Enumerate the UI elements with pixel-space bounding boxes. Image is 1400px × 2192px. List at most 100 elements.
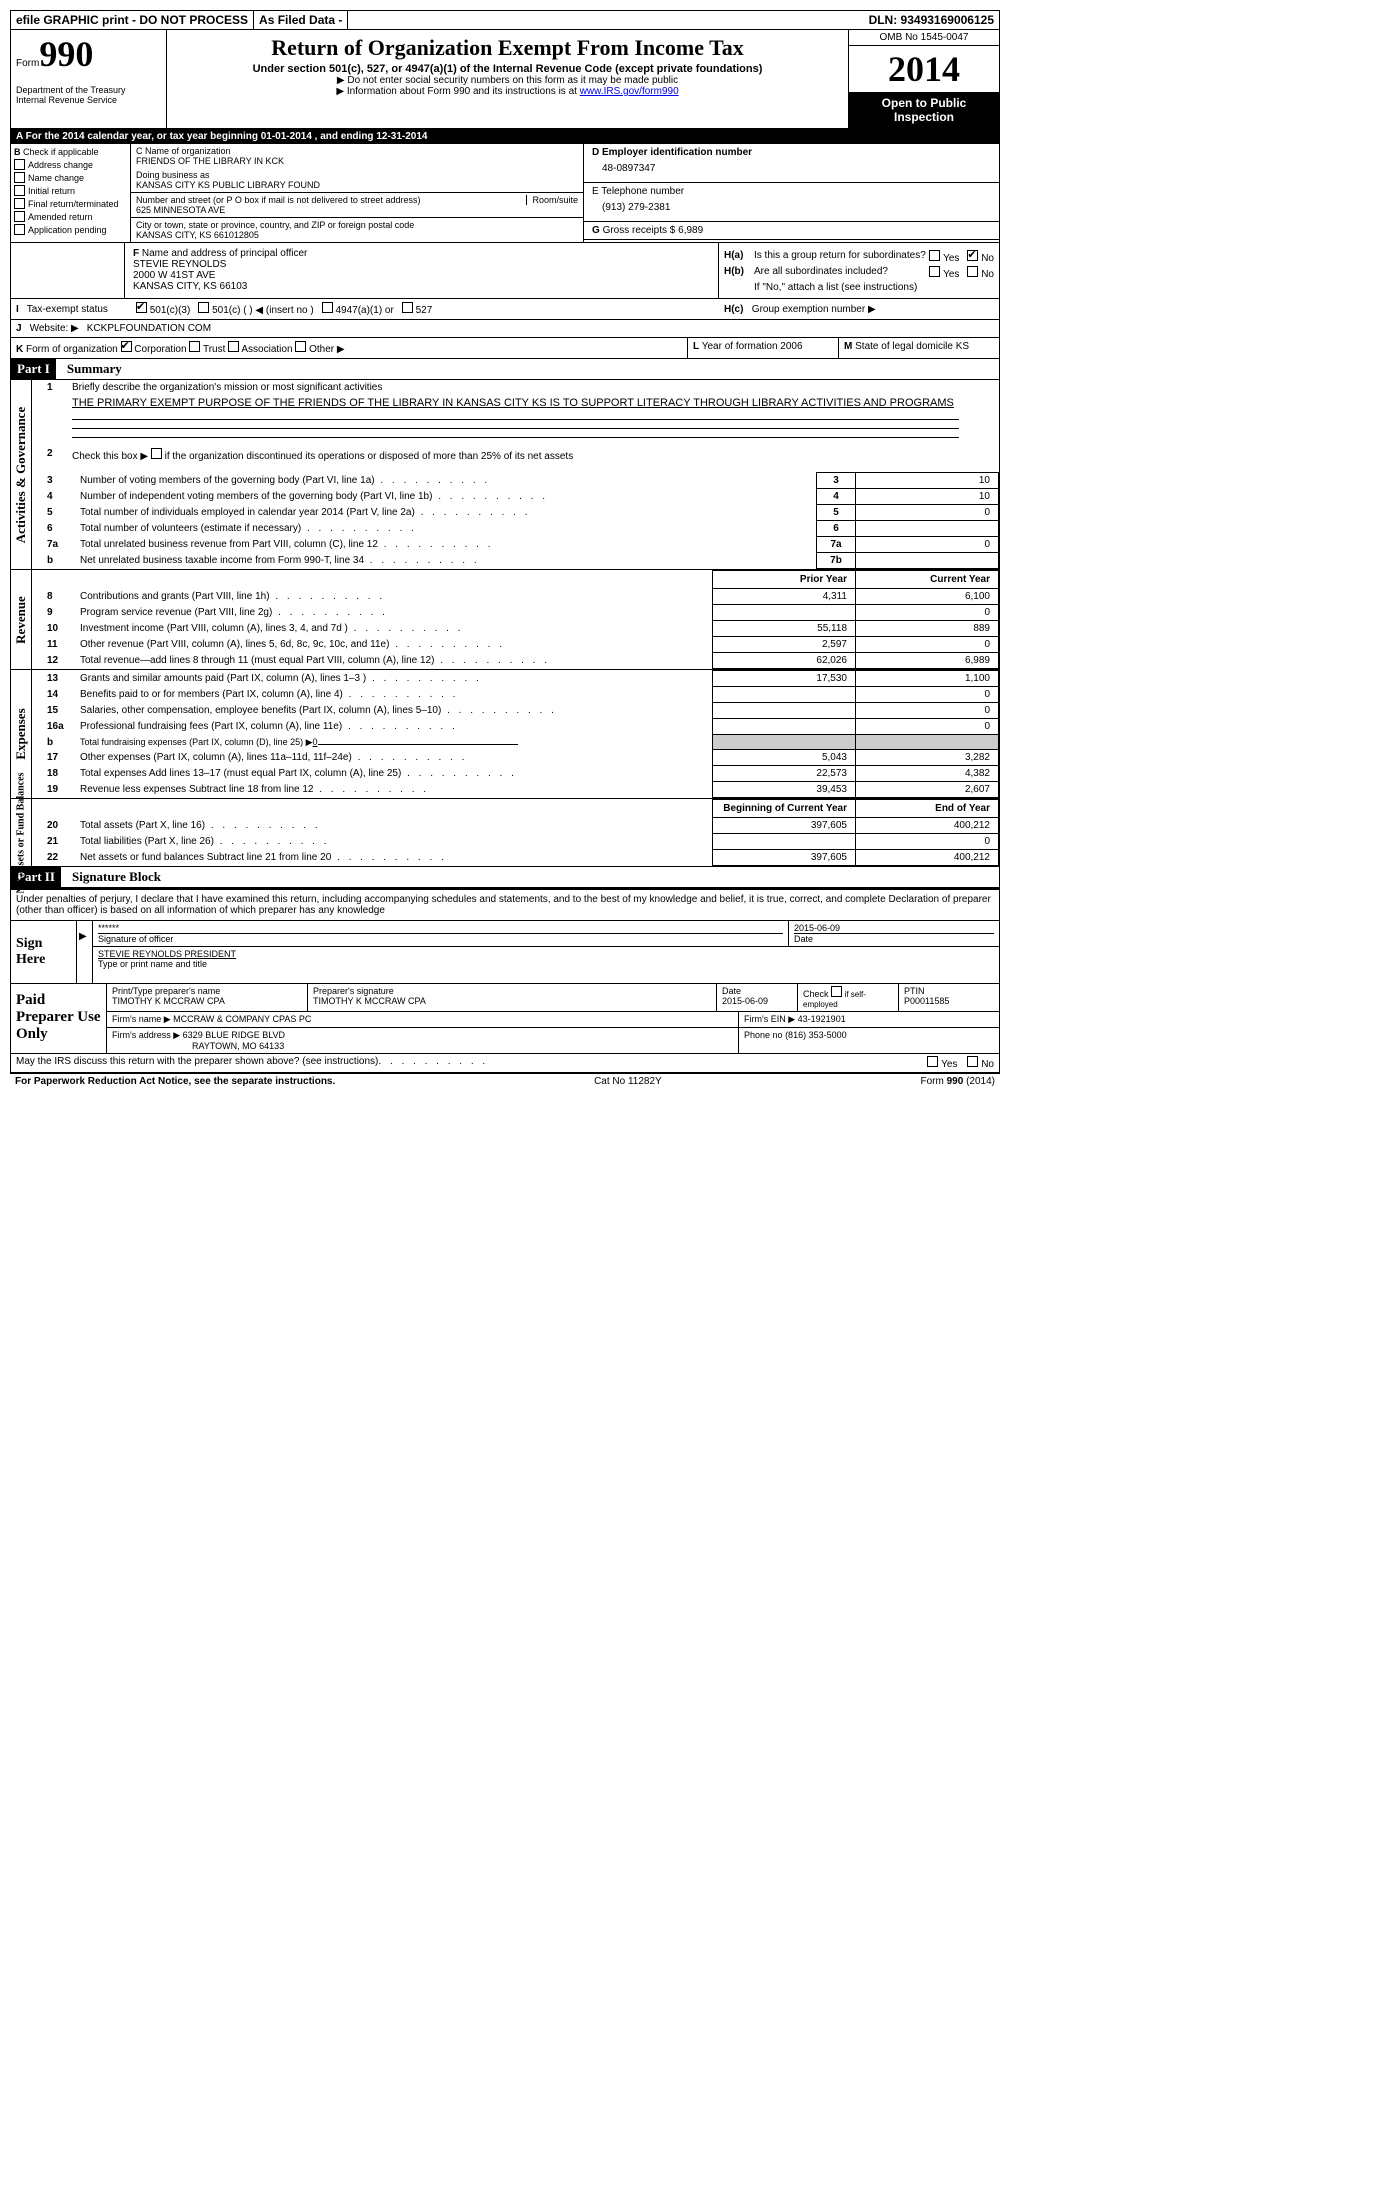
self-employed-checkbox[interactable] (831, 986, 842, 997)
activities-label: Activities & Governance (11, 380, 32, 569)
i-text: Tax-exempt status (27, 304, 108, 315)
firm-phone-label: Phone no (744, 1030, 783, 1040)
address-change-checkbox[interactable] (14, 159, 25, 170)
527-checkbox[interactable] (402, 302, 413, 313)
corp-checkbox[interactable] (121, 341, 132, 352)
amended-return-checkbox[interactable] (14, 211, 25, 222)
c-label: C Name of organization (136, 146, 578, 156)
sign-arrow-icon (77, 921, 93, 983)
part-i-header-row: Part I Summary (10, 359, 1000, 380)
p19: 39,453 (713, 782, 856, 798)
cat-no: Cat No 11282Y (594, 1076, 662, 1087)
line4: Number of independent voting members of … (80, 491, 432, 502)
form-subtitle: Under section 501(c), 527, or 4947(a)(1)… (175, 63, 840, 75)
v4: 10 (856, 489, 999, 505)
initial-return-checkbox[interactable] (14, 185, 25, 196)
line22: Net assets or fund balances Subtract lin… (80, 852, 331, 863)
part-i-header: Part I (11, 359, 56, 379)
j-label: J (16, 323, 22, 334)
v5: 0 (856, 505, 999, 521)
assoc-checkbox[interactable] (228, 341, 239, 352)
line5: Total number of individuals employed in … (80, 507, 415, 518)
note2-prefix: ▶ Information about Form 990 and its ins… (336, 86, 579, 97)
col-right: D Employer identification number 48-0897… (584, 144, 999, 242)
other-checkbox[interactable] (295, 341, 306, 352)
501c-label: 501(c) ( ) ◀ (insert no ) (212, 305, 314, 316)
officer-addr2: KANSAS CITY, KS 66103 (133, 281, 710, 292)
line17: Other expenses (Part IX, column (A), lin… (80, 752, 352, 763)
line20: Total assets (Part X, line 16) (80, 820, 205, 831)
col-c: C Name of organization FRIENDS OF THE LI… (131, 144, 584, 242)
discuss-no-checkbox[interactable] (967, 1056, 978, 1067)
current-year-header: Current Year (856, 571, 999, 589)
asfiled-label: As Filed Data - (254, 11, 348, 29)
dln-label: DLN: 93493169006125 (864, 11, 999, 29)
address-change-label: Address change (28, 160, 93, 170)
firm-addr1: 6329 BLUE RIDGE BLVD (183, 1030, 285, 1040)
amended-return-label: Amended return (28, 212, 93, 222)
hb-yes-checkbox[interactable] (929, 266, 940, 277)
firm-ein-label: Firm's EIN ▶ (744, 1014, 795, 1024)
line2-checkbox[interactable] (151, 448, 162, 459)
discuss-no: No (981, 1059, 994, 1070)
prep-check-label: Check (803, 989, 829, 999)
firm-addr2: RAYTOWN, MO 64133 (112, 1041, 733, 1051)
officer-addr1: 2000 W 41ST AVE (133, 270, 710, 281)
4947-checkbox[interactable] (322, 302, 333, 313)
p9 (713, 605, 856, 621)
final-return-checkbox[interactable] (14, 198, 25, 209)
f-label: F (133, 248, 139, 259)
end-year-header: End of Year (856, 800, 999, 818)
no-label: No (981, 253, 994, 264)
line10: Investment income (Part VIII, column (A)… (80, 623, 348, 634)
row-i: I Tax-exempt status 501(c)(3) 501(c) ( )… (11, 298, 999, 319)
hb-no-checkbox[interactable] (967, 266, 978, 277)
discuss-row: May the IRS discuss this return with the… (10, 1054, 1000, 1073)
name-change-checkbox[interactable] (14, 172, 25, 183)
trust-checkbox[interactable] (189, 341, 200, 352)
line12: Total revenue—add lines 8 through 11 (mu… (80, 655, 434, 666)
c20: 400,212 (856, 818, 999, 834)
m-label: M (844, 341, 852, 352)
501c-checkbox[interactable] (198, 302, 209, 313)
line11: Other revenue (Part VIII, column (A), li… (80, 639, 389, 650)
c15: 0 (856, 703, 999, 719)
g-text: Gross receipts $ 6,989 (603, 225, 704, 236)
e-label: E Telephone number (592, 186, 684, 197)
line6: Total number of volunteers (estimate if … (80, 523, 301, 534)
4947-label: 4947(a)(1) or (335, 305, 393, 316)
b-label: B (14, 147, 21, 157)
form-title: Return of Organization Exempt From Incom… (175, 35, 840, 61)
ha-no-checkbox[interactable] (967, 250, 978, 261)
revenue-section: Revenue Prior YearCurrent Year 8Contribu… (10, 570, 1000, 670)
c19: 2,607 (856, 782, 999, 798)
website-value: KCKPLFOUNDATION COM (87, 323, 211, 334)
prep-sig-label: Preparer's signature (313, 986, 711, 996)
p22: 397,605 (713, 850, 856, 866)
sign-name-value: STEVIE REYNOLDS PRESIDENT (98, 949, 994, 959)
app-pending-checkbox[interactable] (14, 224, 25, 235)
p14 (713, 687, 856, 703)
preparer-section: Paid Preparer Use Only Print/Type prepar… (10, 984, 1000, 1054)
revenue-label: Revenue (11, 570, 32, 669)
row-a: A For the 2014 calendar year, or tax yea… (11, 129, 999, 144)
irs-link[interactable]: www.IRS.gov/form990 (580, 86, 679, 97)
sig-stars: ****** (98, 923, 783, 933)
c8: 6,100 (856, 589, 999, 605)
sign-here-label: Sign Here (11, 921, 77, 983)
officer-name: STEVIE REYNOLDS (133, 259, 710, 270)
prep-print-label: Print/Type preparer's name (112, 986, 302, 996)
ha-yes-checkbox[interactable] (929, 250, 940, 261)
p15 (713, 703, 856, 719)
501c3-checkbox[interactable] (136, 302, 147, 313)
app-pending-label: Application pending (28, 225, 107, 235)
c9: 0 (856, 605, 999, 621)
paperwork-notice: For Paperwork Reduction Act Notice, see … (15, 1076, 335, 1087)
org-name: FRIENDS OF THE LIBRARY IN KCK (136, 156, 578, 166)
c16a: 0 (856, 719, 999, 735)
prep-date-label: Date (722, 986, 792, 996)
part-ii-title: Signature Block (64, 869, 161, 884)
firm-ein: 43-1921901 (798, 1014, 846, 1024)
c21: 0 (856, 834, 999, 850)
discuss-yes-checkbox[interactable] (927, 1056, 938, 1067)
